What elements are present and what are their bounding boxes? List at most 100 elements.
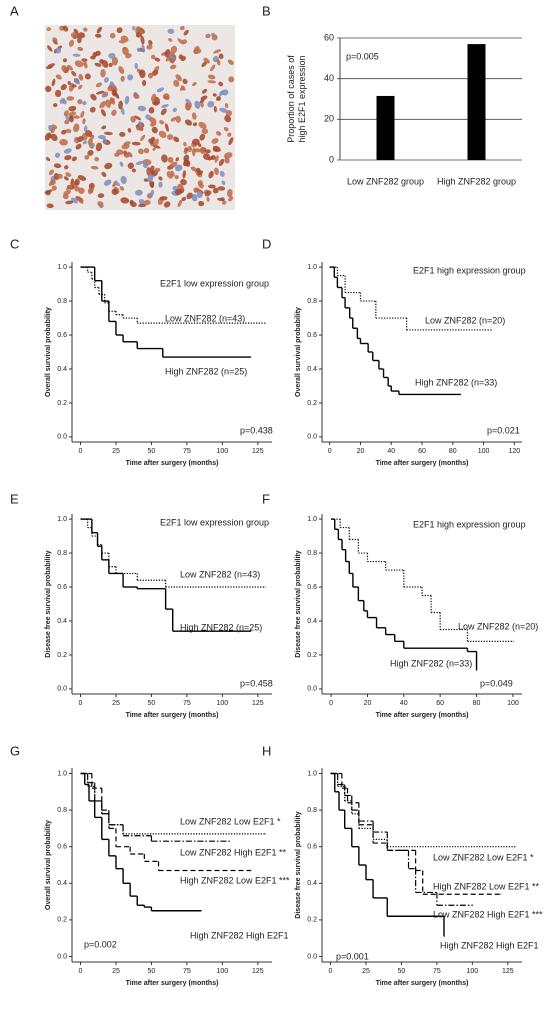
cell-nucleus <box>70 32 78 39</box>
x-tick-label: 50 <box>148 448 156 455</box>
cell-nucleus <box>81 58 88 62</box>
cell-nucleus <box>67 81 72 86</box>
cell-nucleus <box>182 170 186 179</box>
cell-nucleus <box>183 141 187 147</box>
cell-nucleus <box>63 110 69 117</box>
annotation: p=0.005 <box>346 51 379 61</box>
cell-nucleus <box>116 149 124 155</box>
annotation: p=0.458 <box>240 678 273 688</box>
cell-nucleus <box>101 59 109 68</box>
cell-nucleus <box>183 154 190 162</box>
cell-nucleus <box>68 105 77 112</box>
x-axis-label: Time after surgery (months) <box>376 460 469 467</box>
cell-nucleus <box>223 152 233 159</box>
cell-nucleus <box>62 58 67 63</box>
annotation: Low ZNF282 (n=20) <box>458 621 538 631</box>
x-tick-label: 25 <box>362 968 370 975</box>
annotation: p=0.049 <box>480 678 513 688</box>
cell-nucleus <box>223 126 229 132</box>
cell-nucleus <box>118 100 123 110</box>
y-tick-label: 20 <box>324 114 334 124</box>
cell-nucleus <box>77 36 82 44</box>
cell-nucleus <box>53 163 62 169</box>
y-tick-label: 0.8 <box>57 807 67 814</box>
cell-nucleus <box>215 131 222 136</box>
cell-nucleus <box>151 69 159 76</box>
annotation: Low ZNF282 Low E2F1 * <box>180 816 281 826</box>
y-tick-label: 0.8 <box>307 298 317 305</box>
cell-nucleus <box>214 155 219 163</box>
x-tick-label: 125 <box>252 448 264 455</box>
x-tick-label: 0 <box>328 448 332 455</box>
cell-nucleus <box>228 76 235 83</box>
annotation: Low ZNF282 High E2F1 ** <box>180 847 287 857</box>
cell-nucleus <box>205 33 211 39</box>
cell-nucleus <box>55 74 62 80</box>
cell-nucleus <box>147 173 154 183</box>
annotation: High ZNF282 (n=33) <box>415 377 497 387</box>
cell-nucleus <box>148 138 154 145</box>
cell-nucleus <box>104 131 113 136</box>
x-tick-label: 25 <box>112 700 120 707</box>
y-axis-label: Disease free survival probability <box>45 550 52 657</box>
cell-nucleus <box>95 90 105 95</box>
cell-nucleus <box>124 95 130 105</box>
x-tick-label: 20 <box>364 700 372 707</box>
cell-nucleus <box>138 203 147 208</box>
cell-nucleus <box>52 37 58 43</box>
annotation: High ZNF282 (n=25) <box>165 366 247 376</box>
y-tick-label: 0.0 <box>57 434 67 441</box>
cell-nucleus <box>221 89 229 96</box>
cell-nucleus <box>103 179 112 186</box>
cell-nucleus <box>68 111 77 117</box>
cell-nucleus <box>173 79 180 87</box>
cell-nucleus <box>74 186 80 192</box>
cell-nucleus <box>196 167 201 173</box>
cell-nucleus <box>46 203 54 209</box>
cell-nucleus <box>77 196 84 204</box>
x-tick-label: 100 <box>467 968 479 975</box>
cell-nucleus <box>136 47 142 53</box>
cell-nucleus <box>224 103 229 109</box>
cell-nucleus <box>216 197 225 202</box>
cell-nucleus <box>109 97 116 105</box>
x-tick-label: 25 <box>112 968 120 975</box>
y-axis-label: Overall survival probability <box>295 307 302 397</box>
cell-nucleus <box>228 137 234 146</box>
cell-nucleus <box>169 58 175 64</box>
cell-nucleus <box>172 107 177 113</box>
cell-nucleus <box>162 93 170 100</box>
cell-nucleus <box>95 142 103 152</box>
x-tick-label: 60 <box>436 700 444 707</box>
cell-nucleus <box>46 27 51 32</box>
cell-nucleus <box>94 33 102 38</box>
x-tick-label: 75 <box>183 448 191 455</box>
cell-nucleus <box>218 53 224 60</box>
cell-nucleus <box>118 66 125 74</box>
y-tick-label: 0.8 <box>57 298 67 305</box>
cell-nucleus <box>65 172 72 177</box>
cell-nucleus <box>64 165 69 170</box>
annotation: E2F1 high expression group <box>413 265 526 275</box>
cell-nucleus <box>84 154 90 160</box>
x-axis-label: Time after surgery (months) <box>126 460 219 467</box>
cell-nucleus <box>54 152 61 158</box>
cell-nucleus <box>212 145 221 152</box>
x-tick-label: 50 <box>398 968 406 975</box>
cell-nucleus <box>48 169 55 176</box>
cell-nucleus <box>142 161 149 169</box>
cell-nucleus <box>73 123 80 133</box>
cell-nucleus <box>200 95 208 101</box>
bar <box>376 95 395 160</box>
cell-nucleus <box>134 62 138 70</box>
annotation: Low ZNF282 (n=20) <box>425 315 505 325</box>
cell-nucleus <box>83 27 88 32</box>
cell-nucleus <box>173 136 180 143</box>
cell-nucleus <box>114 181 121 187</box>
cell-nucleus <box>83 60 88 69</box>
annotation: High ZNF282 Low E2F1 ** <box>433 881 540 891</box>
y-axis-label: Proportion of cases ofhigh E2F1 expressi… <box>286 55 307 143</box>
cell-nucleus <box>183 149 188 154</box>
cell-nucleus <box>175 164 183 172</box>
cell-nucleus <box>136 125 144 131</box>
